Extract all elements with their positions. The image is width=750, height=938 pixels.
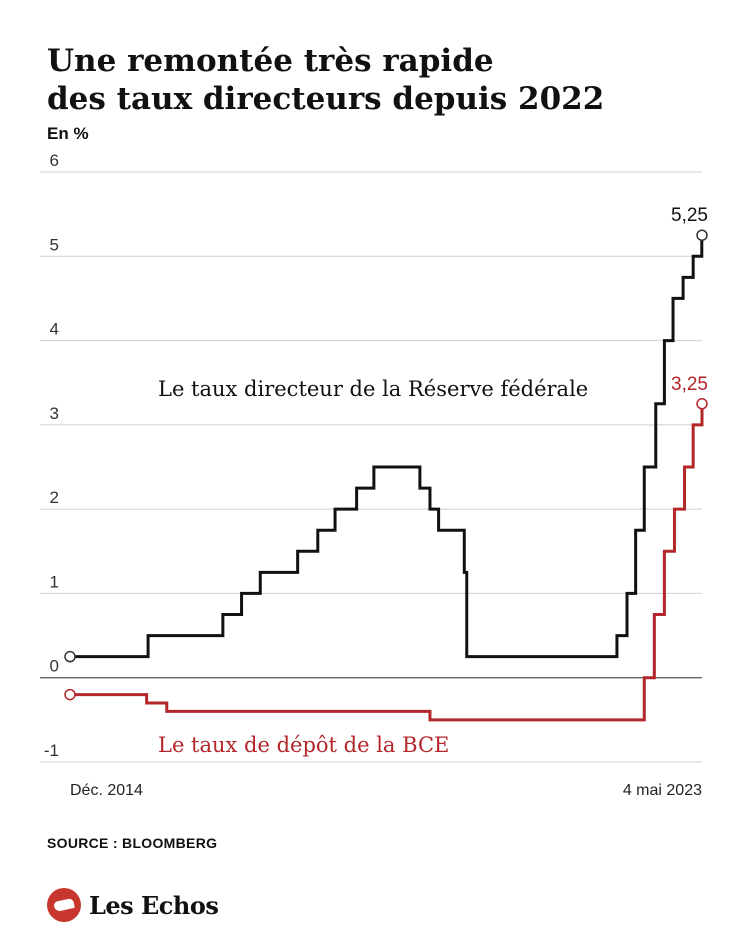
les-echos-logo-icon — [47, 888, 81, 922]
x-tick-label-end: 4 mai 2023 — [623, 782, 702, 799]
brand-logo: Les Echos — [47, 888, 219, 922]
rate-chart: -1 0 1 2 3 4 5 6 Déc. 2014 4 mai 2023 5,25 Le taux … — [40, 151, 708, 799]
fed-rate-start-marker — [64, 650, 76, 663]
y-tick-label: 2 — [50, 488, 59, 507]
label-layer: -1 0 1 2 3 4 5 6 Déc. 2014 4 mai 2023 5,25 Le taux … — [44, 151, 708, 799]
y-tick-label: 6 — [50, 151, 59, 170]
y-axis-unit-label: En % — [47, 124, 89, 143]
fed-rate-end-marker — [696, 229, 708, 241]
y-tick-label: 1 — [50, 572, 59, 591]
ecb-rate-line — [70, 403, 704, 722]
fed-rate-end-value-label: 5,25 — [671, 205, 708, 226]
x-tick-label-start: Déc. 2014 — [70, 782, 143, 799]
fed-rate-series-label: Le taux directeur de la Réserve fédérale — [158, 377, 588, 401]
fed-rate-line — [70, 233, 704, 659]
source-note: SOURCE : BLOOMBERG — [47, 835, 218, 851]
ecb-rate-series-label: Le taux de dépôt de la BCE — [158, 733, 449, 757]
chart-title-line-1: Une remontée très rapide — [47, 43, 494, 79]
ecb-rate-start-marker — [64, 688, 76, 701]
brand-name: Les Echos — [89, 890, 219, 920]
chart-title-line-2: des taux directeurs depuis 2022 — [47, 81, 605, 117]
series-layer — [64, 229, 708, 722]
y-tick-label: 5 — [50, 235, 59, 254]
ecb-rate-end-value-label: 3,25 — [671, 374, 708, 395]
y-tick-label: 3 — [50, 404, 59, 423]
grid-layer — [40, 171, 702, 763]
y-tick-label: -1 — [44, 741, 59, 760]
ecb-rate-end-marker — [696, 398, 708, 410]
chart-title: Une remontée très rapide des taux direct… — [47, 42, 727, 118]
y-tick-label: 4 — [50, 320, 59, 339]
y-tick-label: 0 — [50, 657, 59, 676]
